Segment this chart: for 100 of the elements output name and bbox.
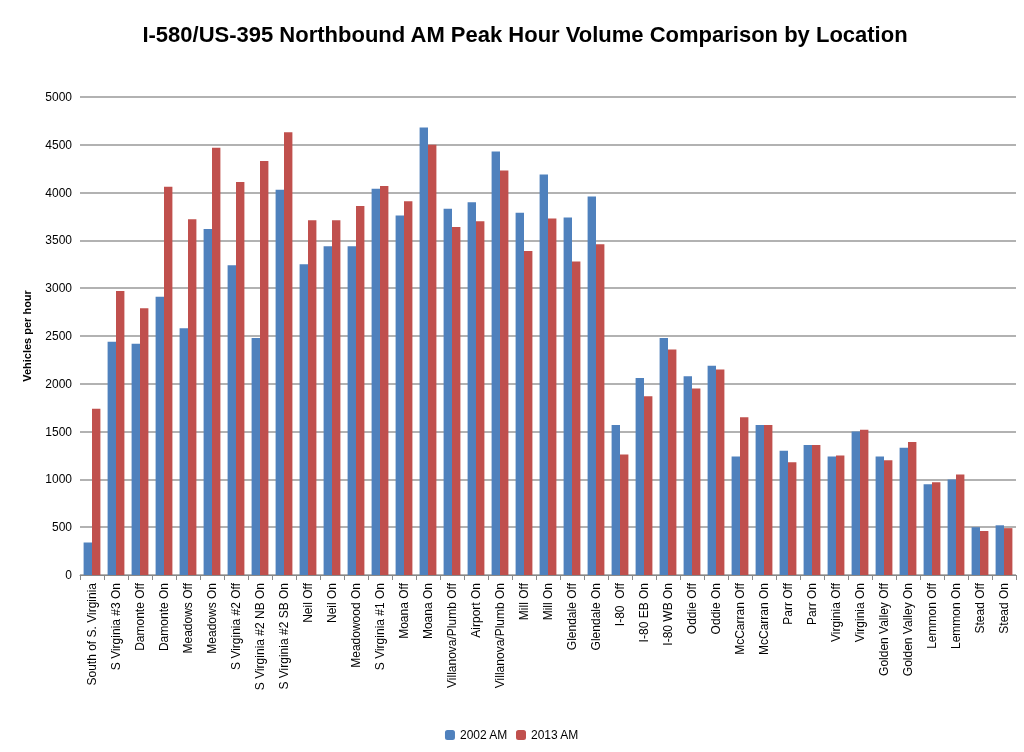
x-tick-label: S Virginia #1 On [373,583,387,671]
x-tick-label: S Virginia #3 On [109,583,123,671]
bar [707,365,716,575]
bar [716,369,725,575]
x-tick-label: Damonte Off [133,582,147,651]
x-tick-label: Mill Off [517,582,531,621]
bar [692,388,701,575]
bar [635,378,644,575]
y-tick-label: 0 [65,568,73,582]
bar [755,424,764,575]
bar [299,264,308,575]
bar [764,424,773,575]
bar [827,456,836,575]
x-tick-label: I-80 Off [613,582,627,627]
bar [308,220,317,575]
x-tick-label: Stead On [997,583,1011,634]
x-tick-label: Moana Off [397,582,411,639]
bar [251,337,260,575]
legend-label: 2013 AM [531,728,579,742]
bar [131,343,140,575]
bar [227,265,236,575]
x-tick-label: Stead Off [973,582,987,634]
bar [356,205,365,575]
bar [620,454,629,575]
x-tick-label: I-80 WB On [661,583,675,646]
bar [524,250,533,575]
bar [347,246,356,575]
bar [260,161,269,575]
bar [683,376,692,575]
bar [668,349,677,575]
bar [812,444,821,575]
bar [587,196,596,575]
x-tick-label: Golden Valley On [901,583,915,677]
x-tick-label: S Virginia #2 Off [229,582,243,670]
bar [860,429,869,575]
y-tick-label: 5000 [45,90,73,104]
bar [92,408,101,575]
x-tick-label: Glendale Off [565,582,579,651]
bar [212,147,221,575]
x-tick-label: Damonte On [157,583,171,652]
x-tick-label: Golden Valley Off [877,582,891,676]
x-tick-label: Meadowood On [349,583,363,668]
bar [203,228,212,575]
x-tick-label: Meadows Off [181,582,195,654]
bar [443,208,452,575]
x-tick-label: Meadows On [205,583,219,654]
bar [323,246,332,575]
chart-title: I-580/US-395 Northbound AM Peak Hour Volume Comparison by Location [142,21,908,47]
bar [140,308,149,575]
bar [908,442,917,575]
bar [395,215,404,575]
bar [548,218,557,575]
bar [515,212,524,575]
bar [731,456,740,575]
y-tick-label: 3000 [45,281,73,296]
bar [788,462,797,575]
x-tick-label: Villanova/Plumb On [493,583,507,689]
bar [803,444,812,575]
bar [923,484,932,575]
y-tick-label: 2500 [45,329,73,343]
bar [1004,528,1013,575]
bar [899,447,908,575]
y-tick-label: 500 [51,520,73,535]
x-tick-label: Parr On [805,583,819,626]
bar [116,291,125,575]
bar [659,337,668,575]
y-tick-label: 4500 [45,137,73,152]
x-tick-label: S Virginia #2 SB On [277,583,291,690]
bar [179,328,188,575]
bar [419,127,428,575]
bar [164,186,173,575]
x-tick-label: Oddie Off [685,582,699,635]
bar [284,132,293,575]
x-tick-label: McCarran Off [733,582,747,655]
bar [155,296,164,575]
bar [428,144,437,575]
y-axis-title: Vehicles per hour [20,289,33,382]
bar [476,221,485,575]
bar [563,217,572,575]
bar [332,220,341,575]
bar [596,244,605,575]
bar [947,479,956,575]
bar [83,542,92,575]
bar [980,531,989,575]
bar [932,482,941,575]
legend-label: 2002 AM [459,728,508,742]
bar [884,460,893,575]
bar [836,455,845,575]
bar [875,456,884,575]
bar [539,174,548,575]
bar [779,450,788,575]
bar [971,527,980,575]
x-tick-label: McCarran On [757,583,771,656]
y-tick-label: 3500 [45,233,73,248]
bar [275,189,284,575]
x-tick-label: S Virginia #2 NB On [253,583,267,691]
x-tick-label: Neil Off [301,582,315,623]
bar [956,474,965,575]
bar [452,227,461,575]
y-tick-label: 2000 [45,376,73,391]
